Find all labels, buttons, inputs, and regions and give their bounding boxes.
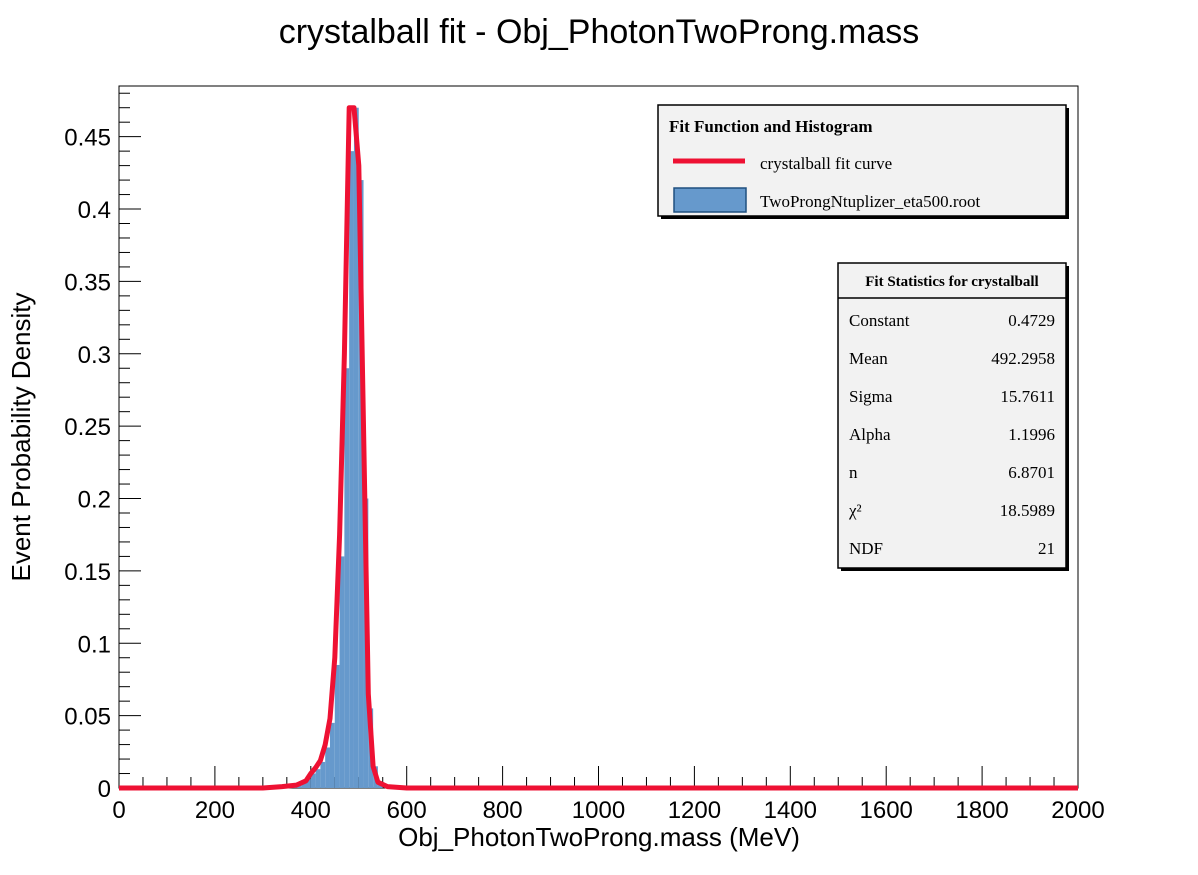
x-tick-label: 200 xyxy=(195,797,235,824)
stats-row-label: n xyxy=(849,463,858,482)
fit-curve xyxy=(119,105,1078,791)
stats-row-value: 0.4729 xyxy=(1008,311,1055,330)
stats-row-value: 6.8701 xyxy=(1008,463,1055,482)
x-tick-label: 2000 xyxy=(1051,797,1104,824)
stats-row-label: χ² xyxy=(848,501,862,520)
fit-curve-line xyxy=(119,105,1078,791)
y-tick-label: 0.45 xyxy=(64,125,111,152)
y-tick-label: 0.25 xyxy=(64,414,111,441)
stats-row-label: Mean xyxy=(849,349,888,368)
y-tick-label: 0.3 xyxy=(78,342,111,369)
stats-row-label: NDF xyxy=(849,539,883,558)
stats-row-value: 1.1996 xyxy=(1008,425,1055,444)
x-tick-label: 0 xyxy=(112,797,125,824)
stats-rows: Constant 0.4729 Mean 492.2958 Sigma 15.7611 Al… xyxy=(848,311,1055,558)
x-tick-label: 1400 xyxy=(764,797,817,824)
legend-hist-swatch xyxy=(673,187,747,213)
histogram-bar xyxy=(358,180,364,789)
legend-entry-hist: TwoProngNtuplizer_eta500.root xyxy=(760,192,981,211)
histogram-bar xyxy=(320,761,326,788)
y-tick-label: 0.1 xyxy=(78,631,111,658)
y-tick-label: 0.4 xyxy=(78,197,111,224)
chart-title: crystalball fit - Obj_PhotonTwoProng.mas… xyxy=(279,13,920,51)
stats-row-label: Alpha xyxy=(849,425,891,444)
y-tick-label: 0.35 xyxy=(64,269,111,296)
x-tick-label: 600 xyxy=(387,797,427,824)
legend-entry-fit: crystalball fit curve xyxy=(760,154,892,173)
histogram-bar xyxy=(334,664,340,788)
y-tick-label: 0 xyxy=(98,776,111,803)
stats-row-label: Sigma xyxy=(849,387,893,406)
stats-row-value: 15.7611 xyxy=(1000,387,1055,406)
stats-row-value: 18.5989 xyxy=(1000,501,1055,520)
x-tick-label: 400 xyxy=(291,797,331,824)
legend-title: Fit Function and Histogram xyxy=(669,117,873,136)
x-tick-label: 1600 xyxy=(860,797,913,824)
stats-row-value: 21 xyxy=(1038,539,1055,558)
x-tick-labels: 0 200 400 600 800 1000 1200 1400 1600 1800 2000 xyxy=(112,797,1104,824)
histogram-bar xyxy=(329,722,335,788)
y-tick-label: 0.2 xyxy=(78,487,111,514)
histogram-bar xyxy=(315,769,321,788)
stats-box: Fit Statistics for crystalball Constant 0… xyxy=(837,262,1069,571)
histogram-bar xyxy=(325,747,330,788)
histogram-bar xyxy=(349,151,354,788)
stats-title: Fit Statistics for crystalball xyxy=(865,274,1038,290)
histogram-bar xyxy=(353,107,359,788)
stats-row-value: 492.2958 xyxy=(991,349,1055,368)
histogram-bar xyxy=(301,782,307,788)
legend: Fit Function and Histogram crystalball f… xyxy=(657,104,1069,219)
histogram-bar xyxy=(306,779,311,788)
x-tick-label: 1800 xyxy=(955,797,1008,824)
histogram-bar xyxy=(310,773,316,788)
x-tick-label: 1200 xyxy=(668,797,721,824)
y-tick-labels: 0 0.05 0.1 0.15 0.2 0.25 0.3 0.35 0.4 0.45 xyxy=(64,125,111,803)
stats-row-label: Constant xyxy=(849,311,910,330)
histogram-bar xyxy=(339,556,345,788)
x-axis-label: Obj_PhotonTwoProng.mass (MeV) xyxy=(398,822,800,852)
x-tick-label: 1000 xyxy=(572,797,625,824)
y-tick-label: 0.15 xyxy=(64,559,111,586)
stats-panel xyxy=(837,262,1067,569)
x-tick-label: 800 xyxy=(483,797,523,824)
y-axis-label: Event Probability Density xyxy=(6,292,36,581)
y-tick-label: 0.05 xyxy=(64,704,111,731)
histogram-bar xyxy=(344,368,350,788)
